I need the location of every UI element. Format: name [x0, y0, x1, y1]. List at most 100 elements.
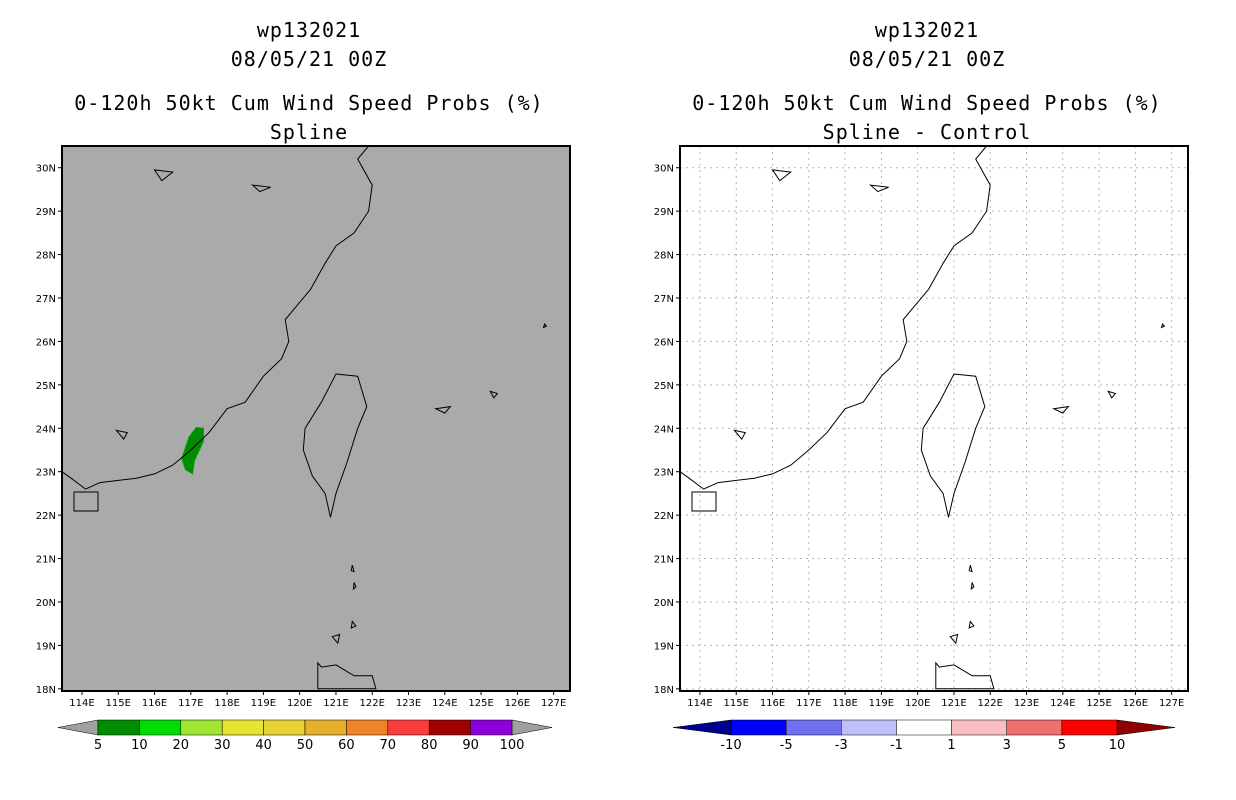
- lon-labels: 114E 115E 116E 117E 118E 119E 120E 121E 122E 123E…: [69, 691, 566, 709]
- datetime: 08/05/21 00Z: [848, 47, 1006, 71]
- colorbar-label: 100: [500, 738, 525, 753]
- datetime: 08/05/21 00Z: [230, 47, 388, 71]
- lat-label: 22N: [654, 511, 674, 522]
- lat-label: 21N: [654, 555, 674, 566]
- lon-label: 127E: [541, 698, 566, 709]
- island-outline: [434, 405, 452, 414]
- colorbar-swatch: [97, 719, 140, 736]
- island-outline: [542, 322, 548, 329]
- island-outline: [1107, 390, 1117, 399]
- lon-label: 123E: [396, 698, 421, 709]
- map-background: [62, 146, 570, 691]
- colorbar-label: -5: [780, 738, 793, 753]
- lon-label: 114E: [69, 698, 94, 709]
- island-outline: [115, 429, 129, 440]
- colorbar-label: -10: [720, 738, 741, 753]
- map-frame: [61, 145, 571, 692]
- colorbar-swatch: [346, 719, 389, 736]
- lon-label: 114E: [687, 698, 712, 709]
- lon-label: 121E: [323, 698, 348, 709]
- colorbar-left-arrow: [672, 719, 732, 736]
- chart-subtitle: Spline - Control: [822, 120, 1032, 144]
- lat-label: 18N: [654, 685, 674, 696]
- map-content: [679, 145, 1189, 692]
- colorbar-label: 20: [173, 738, 190, 753]
- lat-label: 19N: [36, 641, 56, 652]
- chart-title: 0-120h 50kt Cum Wind Speed Probs (%): [692, 91, 1162, 115]
- colorbar-swatch: [1061, 719, 1118, 736]
- lat-labels: 30N 29N 28N 27N 26N 25N 24N 23N 22N 21N 20N 19N 18N: [36, 164, 62, 696]
- colorbar-swatch: [221, 719, 264, 736]
- storm-id: wp132021: [874, 18, 980, 42]
- lon-label: 125E: [1086, 698, 1111, 709]
- colorbar-label: 80: [421, 738, 438, 753]
- island-outline: [352, 582, 357, 591]
- lat-label: 22N: [36, 511, 56, 522]
- island-outline: [949, 633, 959, 645]
- island-outline: [970, 582, 975, 591]
- island-outline: [968, 564, 973, 573]
- colorbar-label: 1: [947, 738, 955, 753]
- lon-label: 119E: [251, 698, 276, 709]
- lon-label: 127E: [1159, 698, 1184, 709]
- colorbar-swatch: [304, 719, 347, 736]
- colorbar-label: -1: [890, 738, 903, 753]
- lon-label: 123E: [1014, 698, 1039, 709]
- colorbar-swatch: [841, 719, 897, 736]
- right-panel: wp132021 08/05/21 00Z 0-120h 50kt Cum Wi…: [618, 0, 1236, 800]
- taiwan-outline: [920, 373, 986, 518]
- lon-label: 117E: [796, 698, 821, 709]
- lat-label: 24N: [654, 424, 674, 435]
- lat-label: 19N: [654, 641, 674, 652]
- island-outline: [350, 620, 357, 629]
- lat-label: 27N: [36, 294, 56, 305]
- lat-label: 25N: [654, 381, 674, 392]
- island-outline: [1160, 322, 1166, 329]
- island-outline: [489, 390, 499, 399]
- left-panel: wp132021 08/05/21 00Z 0-120h 50kt Cum Wi…: [36, 18, 571, 753]
- lat-label: 28N: [654, 251, 674, 262]
- lon-label: 115E: [724, 698, 749, 709]
- lat-label: 29N: [654, 207, 674, 218]
- colorbar-label: 50: [297, 738, 314, 753]
- lon-labels: 114E 115E 116E 117E 118E 119E 120E 121E 122E 123E…: [687, 691, 1184, 709]
- colorbar-swatch: [785, 719, 842, 736]
- lon-label: 120E: [905, 698, 930, 709]
- lon-label: 124E: [432, 698, 457, 709]
- lon-label: 125E: [468, 698, 493, 709]
- colorbar-swatch: [951, 719, 1007, 736]
- lat-label: 24N: [36, 424, 56, 435]
- inset-box: [73, 491, 99, 512]
- china-coastline: [679, 145, 991, 490]
- colorbar-label: 5: [94, 738, 102, 753]
- lat-labels: 30N 29N 28N 27N 26N 25N 24N 23N 22N 21N 20N 19N 18N: [654, 164, 680, 696]
- map-background: [680, 146, 1188, 691]
- colorbar-label: 60: [338, 738, 355, 753]
- colorbar-swatch: [896, 719, 952, 736]
- map-frame: [679, 145, 1189, 692]
- colorbar-right-arrow: [1116, 719, 1176, 736]
- colorbar-label: 90: [462, 738, 479, 753]
- colorbar-label: 5: [1058, 738, 1066, 753]
- colorbar-swatch: [470, 719, 513, 736]
- lat-label: 29N: [36, 207, 56, 218]
- inset-box: [691, 491, 717, 512]
- colorbar-swatch: [730, 719, 787, 736]
- lat-label: 26N: [36, 337, 56, 348]
- colorbar-label: 30: [214, 738, 231, 753]
- island-outline: [771, 169, 792, 182]
- colorbar-left-arrow: [57, 719, 99, 736]
- lat-label: 30N: [36, 164, 56, 175]
- colorbar-label: -3: [835, 738, 848, 753]
- colorbar-label: 10: [131, 738, 148, 753]
- island-outline: [935, 661, 995, 690]
- lat-label: 30N: [654, 164, 674, 175]
- right-map: 30N29N28N27N26N25N24N23N22N21N20N19N18N …: [654, 145, 1189, 753]
- lat-label: 20N: [654, 598, 674, 609]
- island-outline: [733, 429, 747, 440]
- island-outline: [331, 633, 341, 645]
- colorbar-swatch: [263, 719, 306, 736]
- colorbar-swatch: [387, 719, 430, 736]
- lon-label: 121E: [941, 698, 966, 709]
- lon-label: 122E: [978, 698, 1003, 709]
